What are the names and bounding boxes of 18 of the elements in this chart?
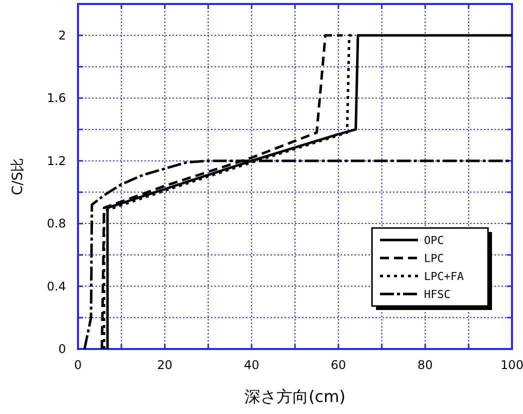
legend-label: HFSC bbox=[424, 288, 450, 301]
y-tick-label: 1.6 bbox=[46, 91, 66, 106]
y-tick-label: 0.8 bbox=[46, 216, 66, 231]
y-tick-label: 0 bbox=[58, 342, 66, 356]
x-tick-label: 0 bbox=[74, 358, 82, 372]
y-tick-label: 2 bbox=[58, 28, 66, 42]
y-tick-label: 1.2 bbox=[46, 154, 66, 168]
x-tick-label: 80 bbox=[418, 358, 433, 372]
x-tick-label: 100 bbox=[500, 358, 523, 372]
x-tick-label: 20 bbox=[157, 358, 172, 372]
y-axis-title: C/S比 bbox=[10, 158, 26, 196]
legend-label: LPC+FA bbox=[424, 270, 464, 283]
x-tick-label: 60 bbox=[330, 358, 346, 372]
legend-label: LPC bbox=[424, 252, 444, 265]
y-tick-label: 0.4 bbox=[46, 279, 66, 294]
x-axis-title: 深さ方向(cm) bbox=[244, 387, 346, 406]
legend-label: OPC bbox=[424, 234, 444, 247]
x-tick-label: 40 bbox=[244, 358, 260, 372]
